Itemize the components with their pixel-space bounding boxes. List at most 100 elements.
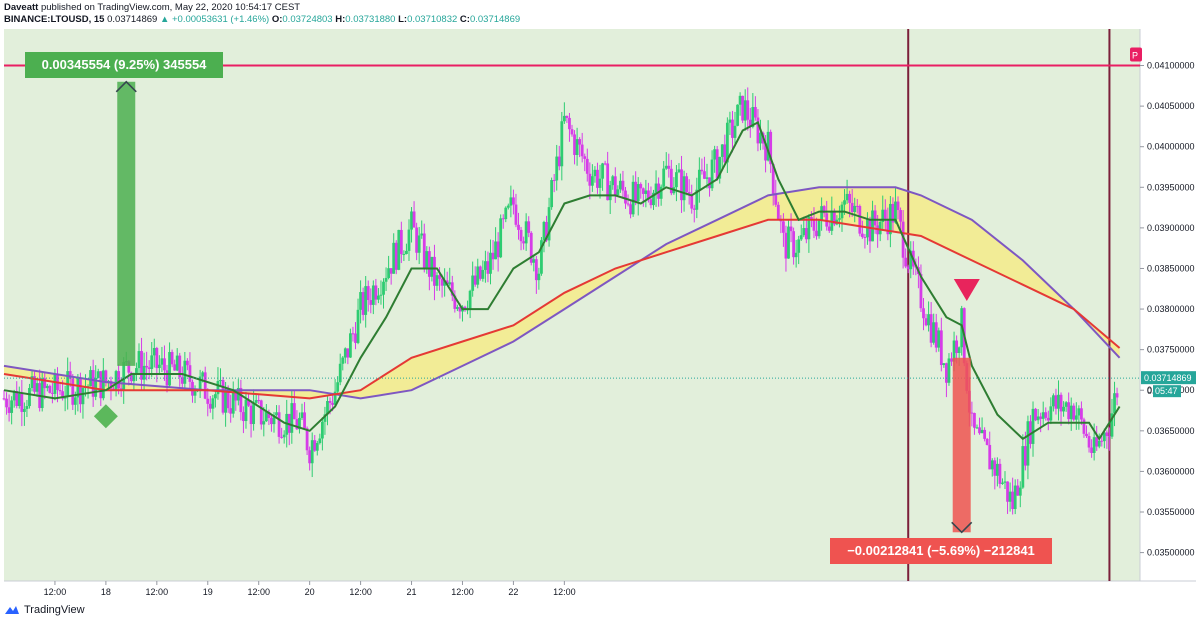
author-name[interactable]: Daveatt [4,2,39,13]
candle-body [407,229,411,251]
candle-body [399,229,403,255]
candle-body [1008,491,1012,502]
candle-body [448,282,452,285]
short-measure-label: −0.00212841 (−5.69%) −212841 [847,543,1035,558]
candle-body [1102,432,1106,442]
candle-body [63,397,67,399]
candle-body [117,371,121,389]
candle-body [748,119,752,128]
candle-body [980,429,984,434]
candle-body [690,195,694,209]
candle-body [33,376,36,392]
candle-body [1087,436,1091,448]
candle-body [562,115,566,122]
candle-body [157,364,161,369]
candle-body [170,352,174,365]
candle-body [1041,412,1045,419]
candle-body [1082,419,1086,434]
candle-body [359,292,362,310]
candle-body [15,390,19,407]
candle-body [575,139,579,155]
candle-body [534,259,538,281]
candle-body [318,438,322,444]
candle-body [985,438,989,445]
candle-body [603,163,607,165]
candle-body [354,333,357,343]
candle-body [636,184,640,202]
candle-body [438,275,441,279]
candle-body [647,190,650,200]
candle-body [394,242,398,270]
candle-body [1016,485,1020,496]
candle-body [1059,394,1063,412]
candle-body [756,117,760,144]
candle-body [703,171,706,179]
candle-body [631,181,635,215]
short-measure-label-box [830,538,1052,564]
candle-body [774,193,778,205]
candle-body [973,413,976,428]
low-value: 0.03710832 [407,14,458,25]
candle-body [766,131,770,161]
candle-body [1074,415,1078,420]
candle-body [422,233,426,269]
candle-body [331,402,334,405]
candle-body [35,383,39,392]
candle-body [792,231,795,258]
y-tick-label: 0.03550000 [1147,507,1195,517]
candle-body [929,314,933,343]
y-tick-label: 0.03650000 [1147,426,1195,436]
candle-body [173,364,177,371]
candle-body [955,340,959,353]
candle-body [641,188,645,194]
last-price-box [1141,371,1196,385]
moving-averages [3,120,1121,441]
candle-body [871,210,874,242]
candle-body [804,228,808,240]
candle-body [659,186,663,199]
candle-body [1044,412,1048,418]
candle-body [180,377,184,384]
candle-body [443,280,447,286]
candle-body [89,370,93,387]
level-tag-label: P [1132,51,1138,61]
candle-body [680,169,683,201]
candle-body [998,463,1002,484]
brand-label[interactable]: TradingView [24,604,85,616]
candle-body [596,169,599,188]
candle-body [68,371,72,379]
candle-body [919,273,923,309]
candle-body [298,417,301,430]
candle-body [1072,405,1076,420]
candle-body [1026,421,1030,466]
candle-body [725,122,729,163]
candle-body [906,266,910,270]
symbol-label[interactable]: BINANCE:LTOUSD, 15 [4,14,105,25]
candle-body [616,189,620,195]
candle-body [226,390,230,409]
candle-body [639,184,643,189]
published-text: published on TradingView.com, May 22, 20… [40,2,301,13]
tradingview-logo-icon [5,606,19,614]
candle-body [825,213,829,227]
candle-body [303,412,306,429]
price-axis[interactable] [1140,29,1196,581]
candle-body [776,204,780,220]
candle-body [560,121,564,167]
y-tick-label: 0.03500000 [1147,548,1195,558]
candle-body [496,241,500,258]
candle-body [588,173,592,186]
candle-body [723,144,727,163]
close-label: C: [459,14,470,25]
candle-body [771,164,775,194]
candle-body [122,362,126,391]
candle-body [313,440,317,451]
candle-body [524,221,528,244]
candle-body [478,266,482,279]
candle-body [1049,406,1053,421]
candle-body [970,412,974,414]
axes: 0.04100000 0.04050000 0.04000000 0.03950000… [44,47,1196,597]
candle-body [855,205,859,207]
candle-body [983,429,987,439]
